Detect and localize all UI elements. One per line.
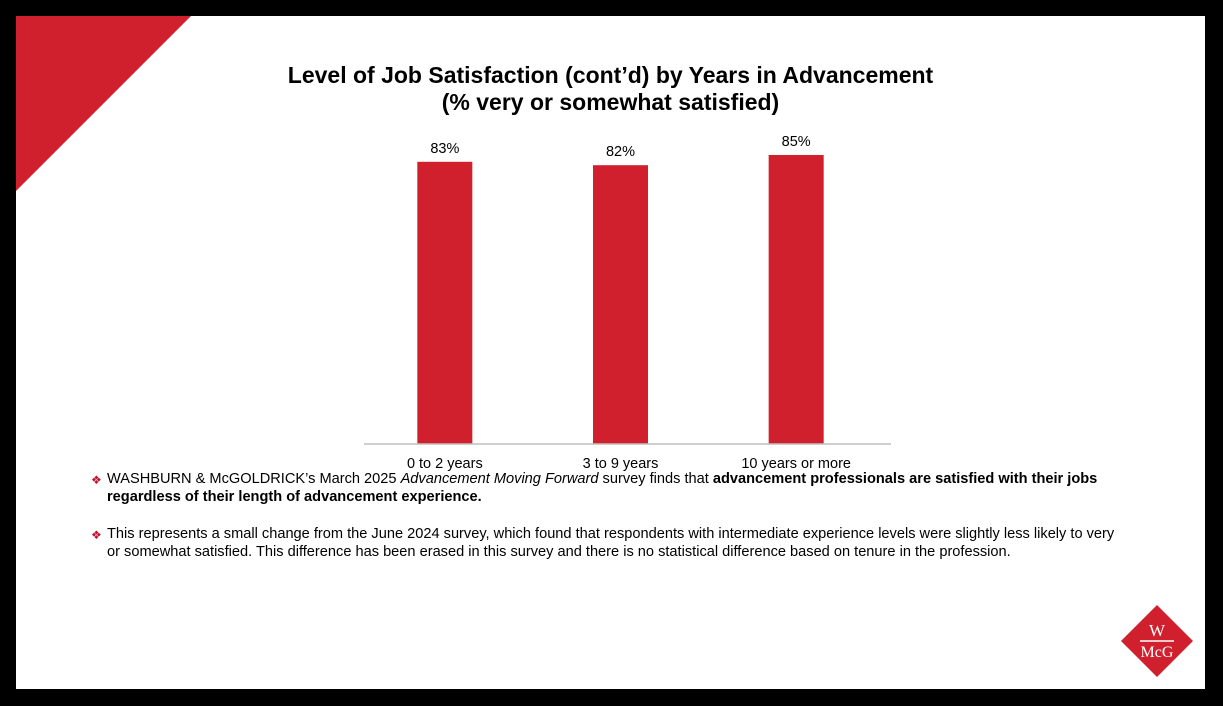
wmcg-logo: W McG	[1121, 605, 1193, 677]
note-text-part: Advancement Moving Forward	[400, 471, 599, 487]
corner-triangle-decoration	[16, 16, 191, 191]
bar-chart: 83% 0 to 2 years 82% 3 to 9 years 85% 10 year…	[364, 136, 891, 472]
category-label: 10 years or more	[741, 456, 851, 472]
note-text-part: This represents a small change from the …	[107, 526, 1115, 560]
note-text: This represents a small change from the …	[107, 526, 1114, 560]
bar-1	[417, 161, 473, 445]
note-2: ❖ This represents a small change from th…	[91, 525, 1131, 561]
note-text-part: survey finds that	[598, 471, 713, 487]
note-text-part: WASHBURN & McGOLDRICK’s March 2025	[107, 471, 401, 487]
diamond-bullet-icon: ❖	[91, 528, 102, 542]
category-label: 3 to 9 years	[583, 456, 659, 472]
note-text: WASHBURN & McGOLDRICK’s March 2025 Advan…	[107, 471, 1097, 505]
diamond-bullet-icon: ❖	[91, 473, 102, 487]
data-label: 85%	[782, 136, 811, 150]
logo-top-text: W	[1149, 621, 1166, 640]
logo-bottom-text: McG	[1141, 644, 1174, 661]
chart-title: Level of Job Satisfaction (cont’d) by Ye…	[16, 62, 1205, 116]
data-label: 83%	[430, 141, 459, 157]
bar-3	[768, 155, 824, 444]
data-label: 82%	[606, 144, 635, 160]
note-text-part: advancement professionals are satisfied …	[107, 471, 1098, 505]
category-label: 0 to 2 years	[407, 456, 483, 472]
chart-title-line1: Level of Job Satisfaction (cont’d) by Ye…	[287, 62, 934, 88]
notes-list: ❖ WASHBURN & McGOLDRICK’s March 2025 Adv…	[91, 470, 1131, 580]
note-1: ❖ WASHBURN & McGOLDRICK’s March 2025 Adv…	[91, 470, 1131, 506]
chart-subtitle: (% very or somewhat satisfied)	[441, 89, 780, 115]
bar-2	[593, 165, 648, 444]
slide: Level of Job Satisfaction (cont’d) by Ye…	[16, 16, 1205, 689]
